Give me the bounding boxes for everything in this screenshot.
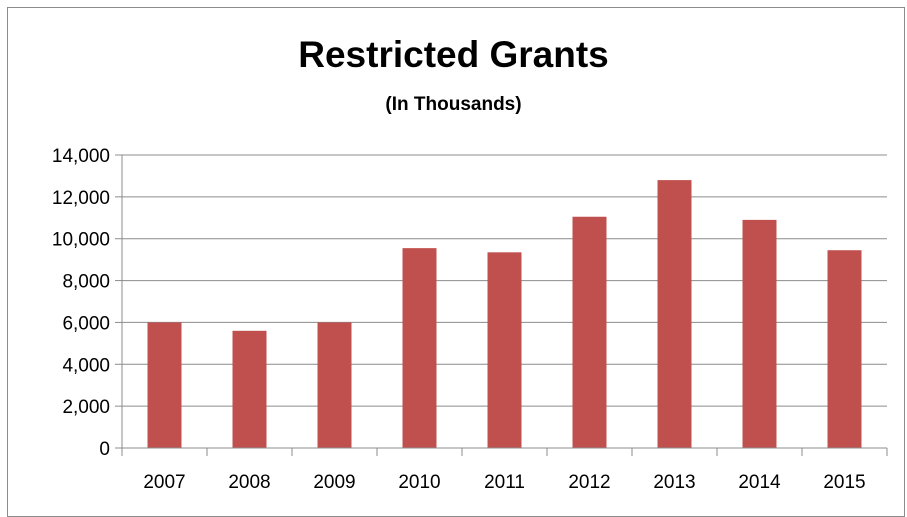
x-tick-label: 2013	[653, 472, 695, 493]
y-tick-label: 4,000	[62, 355, 110, 376]
x-tick-label: 2010	[398, 472, 440, 493]
bars	[147, 180, 862, 448]
x-tick-label: 2012	[568, 472, 610, 493]
bar-2008	[232, 330, 267, 448]
bar-2013	[657, 180, 692, 448]
bar-2010	[402, 248, 437, 448]
x-tick-labels: 2007 2008 2009 2010 2011 2012 2013 2014 2015	[143, 472, 865, 493]
axes	[115, 154, 888, 456]
y-tick-label: 10,000	[52, 230, 110, 251]
x-tick-label: 2011	[484, 472, 525, 493]
x-tick-label: 2007	[143, 472, 185, 493]
bar-2011	[487, 252, 522, 448]
bar-2007	[147, 322, 182, 448]
bar-2014	[742, 219, 777, 448]
bar-2009	[317, 322, 352, 448]
y-tick-label: 6,000	[62, 313, 110, 334]
y-tick-label: 12,000	[52, 188, 110, 209]
chart-subtitle: (In Thousands)	[385, 94, 522, 115]
x-tick-label: 2008	[228, 472, 270, 493]
x-tick-label: 2014	[738, 472, 781, 493]
x-tick-label: 2015	[823, 472, 865, 493]
bar-2015	[827, 250, 862, 448]
x-tick-label: 2009	[313, 472, 355, 493]
y-tick-label: 8,000	[62, 272, 110, 293]
y-tick-label: 2,000	[62, 397, 110, 418]
chart-title: Restricted Grants	[298, 34, 609, 75]
y-tick-label: 0	[99, 439, 110, 460]
chart-plot-area: 02,0004,0006,0008,00010,00012,00014,000 …	[52, 146, 888, 493]
bar-2012	[572, 216, 607, 448]
y-tick-labels: 0 2,000 4,000 6,000 8,000 10,000 12,000 14,000	[52, 146, 110, 460]
y-tick-label: 14,000	[52, 146, 110, 167]
